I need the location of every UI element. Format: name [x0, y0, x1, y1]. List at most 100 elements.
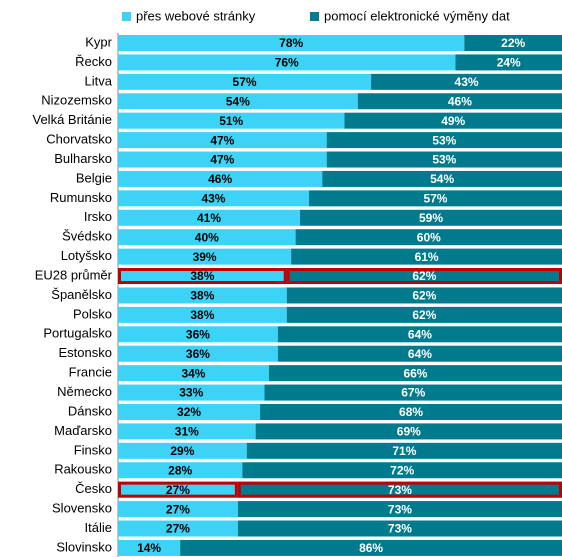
value-label: 53%	[432, 133, 456, 147]
bar-segment	[264, 384, 562, 401]
value-label: 27%	[166, 483, 190, 497]
value-label: 86%	[359, 541, 383, 555]
value-label: 78%	[279, 36, 303, 50]
bar-segment	[326, 151, 562, 168]
bar-segment	[118, 481, 238, 498]
value-label: 62%	[412, 308, 436, 322]
bar-segment	[237, 520, 562, 537]
legend-label: pomocí elektronické výměny dat	[324, 8, 510, 23]
category-label: Bulharsko	[54, 151, 112, 166]
bar-segment	[118, 326, 278, 343]
value-label: 59%	[419, 211, 443, 225]
bar-segment	[371, 73, 562, 90]
bar-segment	[255, 423, 562, 440]
bar-segment	[277, 345, 562, 362]
bar-segment	[326, 132, 562, 149]
bar-segment	[242, 462, 562, 479]
bar-segment	[118, 462, 243, 479]
category-label: Rumunsko	[50, 190, 112, 205]
highlight-box	[286, 268, 562, 285]
value-label: 49%	[441, 114, 465, 128]
value-label: 47%	[210, 133, 234, 147]
value-label: 33%	[179, 386, 203, 400]
bar-segment	[464, 35, 562, 51]
value-label: 34%	[181, 366, 205, 380]
category-label: Belgie	[76, 170, 112, 185]
value-label: 36%	[186, 347, 210, 361]
value-label: 38%	[190, 269, 214, 283]
bar-segment	[268, 365, 562, 382]
bar-segment	[118, 209, 301, 226]
category-label: Estonsko	[59, 345, 112, 360]
bar-segment	[286, 306, 562, 323]
value-label: 73%	[388, 502, 412, 516]
value-label: 38%	[190, 289, 214, 303]
value-label: 28%	[168, 463, 192, 477]
value-label: 71%	[392, 444, 416, 458]
bar-segment	[246, 442, 562, 459]
bar-segment	[180, 539, 562, 556]
value-label: 27%	[166, 522, 190, 536]
category-label: Polsko	[73, 306, 112, 321]
value-label: 72%	[390, 463, 414, 477]
value-label: 46%	[448, 94, 472, 108]
value-label: 76%	[275, 56, 299, 70]
bar-segment	[344, 112, 562, 129]
value-label: 62%	[412, 269, 436, 283]
bar-segment	[118, 54, 456, 71]
bar-segment	[237, 501, 562, 518]
value-label: 29%	[170, 444, 194, 458]
bar-segment	[260, 403, 562, 420]
bar-segment	[118, 35, 465, 51]
value-label: 60%	[417, 230, 441, 244]
bar-segment	[118, 190, 309, 207]
bar-segment	[357, 93, 562, 110]
legend-swatch	[310, 12, 319, 21]
bar-segment	[118, 442, 247, 459]
category-label: Finsko	[74, 442, 112, 457]
category-label: Litva	[85, 73, 113, 88]
category-label: Kypr	[85, 34, 112, 49]
value-label: 73%	[388, 522, 412, 536]
bar-segment	[118, 539, 181, 556]
category-label: Španělsko	[51, 287, 112, 302]
category-label: Chorvatsko	[46, 132, 112, 147]
value-label: 43%	[201, 192, 225, 206]
value-label: 67%	[401, 386, 425, 400]
category-label: Německo	[57, 384, 112, 399]
value-label: 43%	[455, 75, 479, 89]
bar-segment	[118, 112, 345, 129]
bar-segment	[118, 93, 358, 110]
value-label: 53%	[432, 153, 456, 167]
value-label: 57%	[233, 75, 257, 89]
value-label: 54%	[430, 172, 454, 186]
highlight-box	[118, 481, 238, 498]
category-label: Lotyšsko	[61, 248, 112, 263]
bar-segment	[118, 345, 278, 362]
bar-segment	[118, 403, 261, 420]
bar-segment	[286, 287, 562, 304]
category-label: Nizozemsko	[41, 93, 112, 108]
highlight-box	[237, 481, 562, 498]
value-label: 64%	[408, 327, 432, 341]
value-label: 51%	[219, 114, 243, 128]
value-label: 24%	[497, 56, 521, 70]
value-label: 14%	[137, 541, 161, 555]
category-label: Řecko	[75, 54, 112, 69]
bar-segment	[118, 287, 287, 304]
bar-segment	[118, 248, 292, 265]
value-label: 22%	[501, 36, 525, 50]
category-label: Dánsko	[68, 403, 112, 418]
bar-segment	[455, 54, 562, 71]
value-label: 27%	[166, 502, 190, 516]
legend-label: přes webové stránky	[136, 8, 256, 23]
category-label: Česko	[75, 481, 112, 496]
category-label: Maďarsko	[54, 423, 112, 438]
bar-segment	[295, 229, 562, 246]
bar-segment	[118, 306, 287, 323]
value-label: 32%	[177, 405, 201, 419]
bar-segment	[118, 151, 327, 168]
bar-segment	[118, 365, 269, 382]
value-label: 54%	[226, 94, 250, 108]
category-label: Irsko	[84, 209, 112, 224]
